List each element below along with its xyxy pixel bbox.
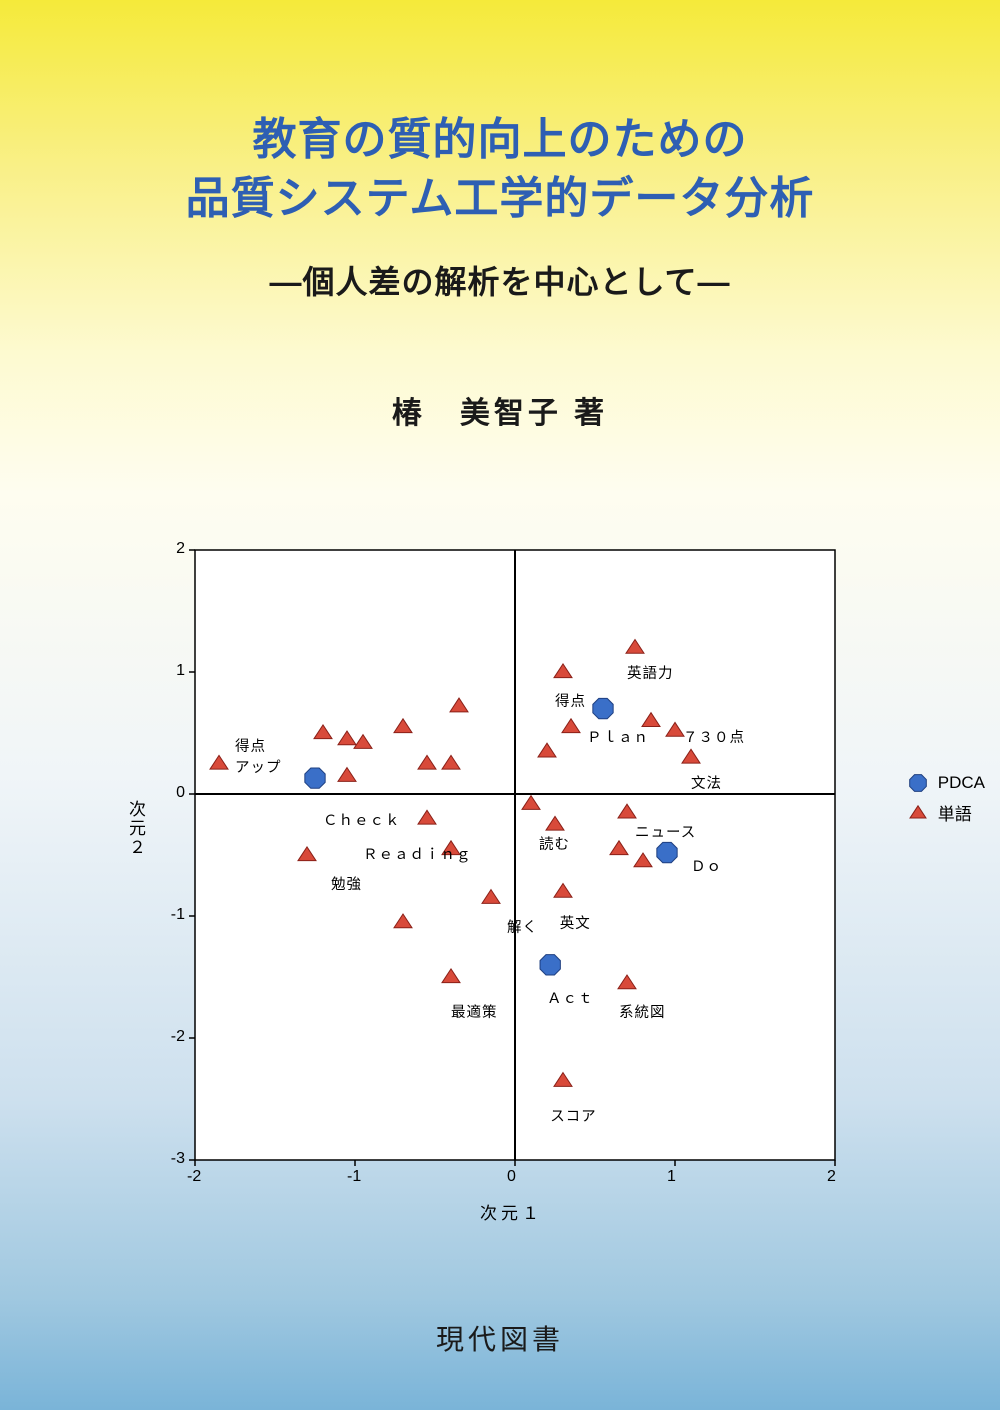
title-block: 教育の質的向上のための 品質システム工学的データ分析 ―個人差の解析を中心として…	[0, 0, 1000, 432]
y-tick-label: -3	[171, 1150, 185, 1168]
x-axis-label: 次元１	[480, 1199, 543, 1224]
circle-icon	[906, 772, 930, 794]
legend-label: PDCA	[938, 773, 985, 793]
x-tick-label: -2	[187, 1168, 201, 1186]
title-line-2: 品質システム工学的データ分析	[186, 174, 815, 223]
x-tick-label: 0	[507, 1168, 516, 1186]
legend-row: 単語	[906, 800, 985, 825]
point-label: Ｄｏ	[691, 855, 722, 876]
point-label: 得点アップ	[235, 735, 282, 777]
author: 椿 美智子 著	[0, 388, 1000, 432]
point-label: 系統図	[619, 1001, 666, 1022]
y-tick-label: 0	[176, 784, 185, 802]
x-tick-label: -1	[347, 1168, 361, 1186]
title-line-1: 教育の質的向上のための	[253, 115, 748, 164]
point-label: 英語力	[627, 662, 674, 683]
legend: PDCA 単語	[906, 772, 985, 831]
scatter-chart: 次元２ 次元１ PDCA単語 -2-1012-3-2-1012 得点アップＣｈｅ…	[135, 540, 895, 1220]
y-tick-label: 2	[176, 540, 185, 558]
y-axis-label: 次元２	[123, 800, 148, 857]
y-tick-label: -2	[171, 1028, 185, 1046]
point-label: Ａｃｔ	[547, 987, 594, 1008]
y-tick-label: -1	[171, 906, 185, 924]
point-label: Ｒｅａｄｉｎｇ	[363, 843, 472, 864]
book-cover: 教育の質的向上のための 品質システム工学的データ分析 ―個人差の解析を中心として…	[0, 0, 1000, 1410]
point-label: ニュース	[635, 821, 696, 842]
main-title: 教育の質的向上のための 品質システム工学的データ分析	[0, 110, 1000, 229]
point-label: 最適策	[451, 1001, 498, 1022]
y-tick-label: 1	[176, 662, 185, 680]
point-label: 英文	[560, 912, 591, 933]
x-tick-label: 1	[667, 1168, 676, 1186]
point-label: 勉強	[331, 873, 362, 894]
point-label: スコア	[550, 1105, 597, 1126]
x-tick-label: 2	[827, 1168, 836, 1186]
point-label: 解く	[507, 916, 538, 937]
legend-label: 単語	[938, 800, 972, 825]
point-label: ７３０点	[683, 726, 745, 747]
point-label: 得点	[555, 690, 586, 711]
point-label: Ｐｌａｎ	[587, 726, 649, 747]
scatter-svg	[135, 540, 895, 1220]
publisher: 現代図書	[0, 1318, 1000, 1358]
triangle-icon	[906, 802, 930, 824]
point-label: Ｃｈｅｃｋ	[323, 809, 401, 830]
point-label: 文法	[691, 772, 722, 793]
legend-row: PDCA	[906, 772, 985, 794]
subtitle: ―個人差の解析を中心として―	[0, 257, 1000, 303]
point-label: 読む	[539, 833, 570, 854]
